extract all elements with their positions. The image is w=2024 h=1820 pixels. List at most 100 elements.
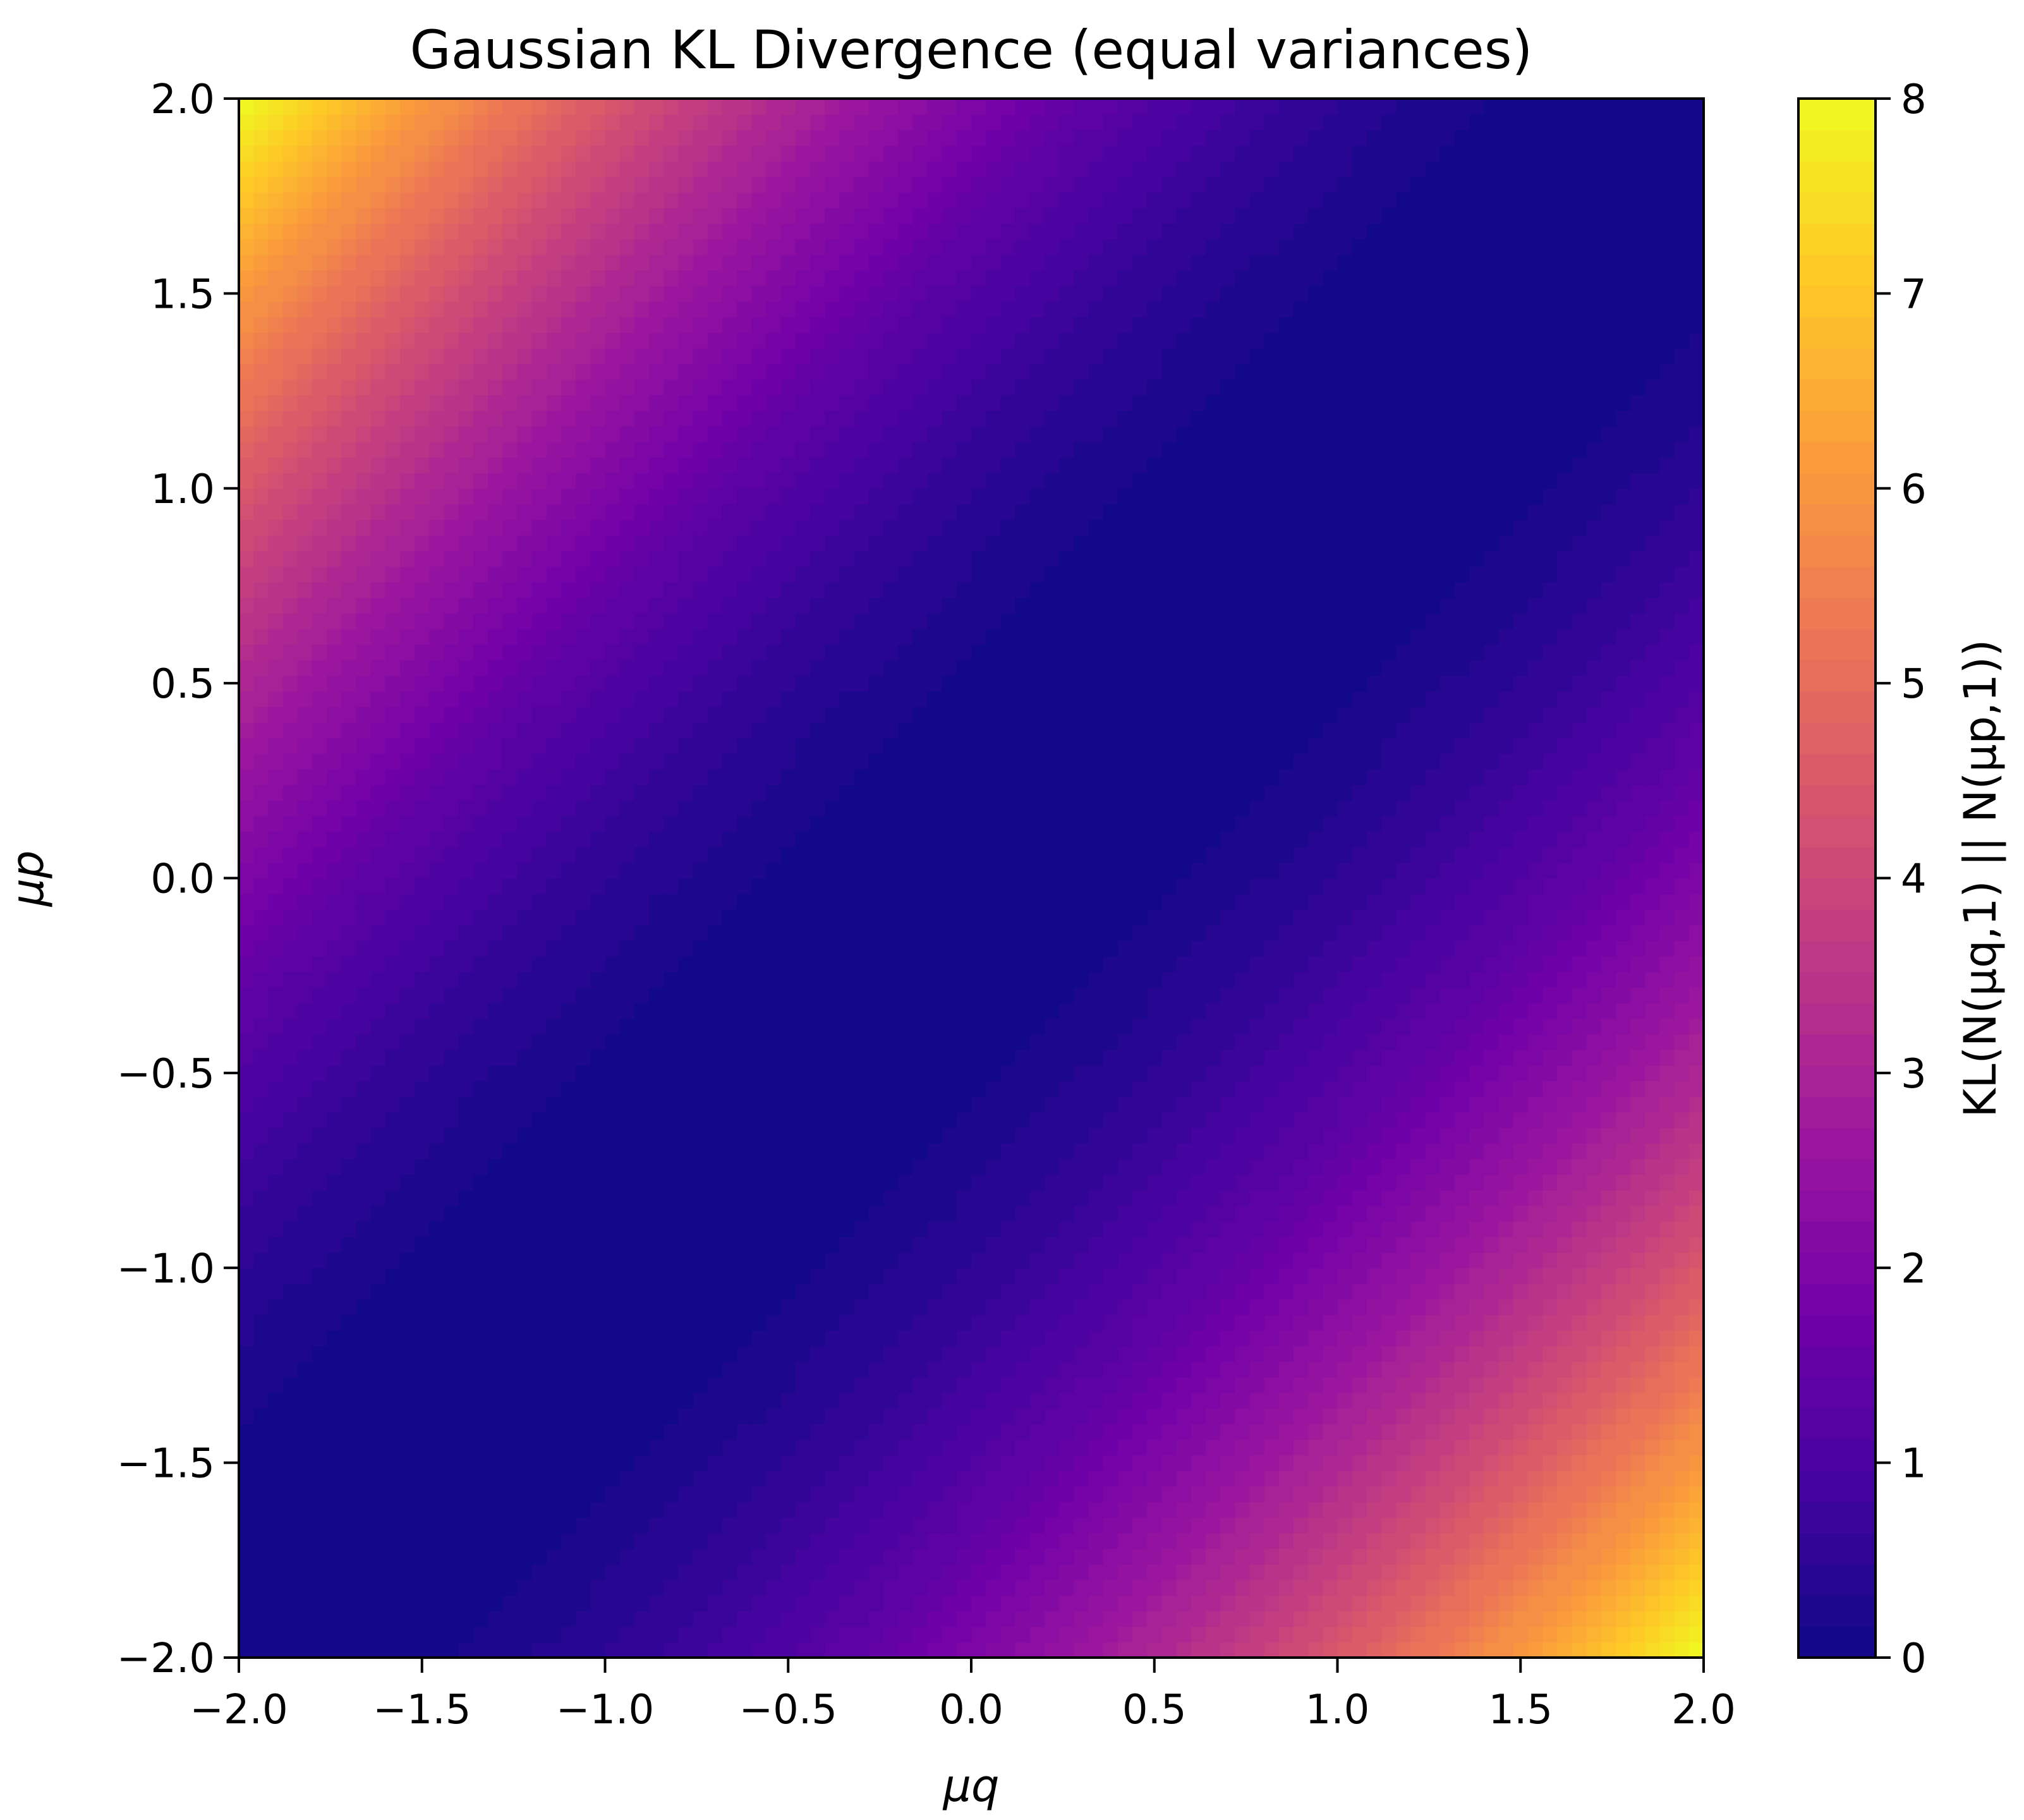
heatmap-cell	[1366, 1018, 1382, 1034]
heatmap-cell	[927, 971, 943, 988]
heatmap-cell	[678, 1330, 694, 1347]
heatmap-cell	[1454, 1018, 1470, 1034]
heatmap-cell	[458, 1330, 474, 1347]
heatmap-cell	[1088, 987, 1104, 1004]
heatmap-cell	[370, 1532, 386, 1550]
heatmap-cell	[912, 1112, 928, 1129]
heatmap-cell	[1645, 1221, 1661, 1237]
heatmap-cell	[1615, 1470, 1631, 1487]
heatmap-cell	[546, 1236, 562, 1253]
heatmap-cell	[458, 940, 474, 957]
heatmap-cell	[780, 971, 796, 988]
heatmap-cell	[1088, 1470, 1104, 1487]
heatmap-cell	[1615, 1330, 1631, 1347]
heatmap-cell	[619, 1221, 635, 1237]
heatmap-cell	[1103, 940, 1118, 957]
heatmap-cell	[1000, 1158, 1016, 1175]
heatmap-cell	[810, 1423, 825, 1440]
heatmap-cell	[898, 1610, 914, 1627]
heatmap-cell	[634, 1205, 650, 1222]
heatmap-cell	[839, 1548, 855, 1565]
heatmap-cell	[1088, 1081, 1104, 1097]
heatmap-cell	[634, 1236, 650, 1253]
heatmap-cell	[1000, 1486, 1016, 1503]
heatmap-cell	[1615, 878, 1631, 894]
heatmap-cell	[1323, 1314, 1338, 1331]
heatmap-cell	[1323, 1252, 1338, 1269]
heatmap-cell	[780, 1486, 796, 1503]
heatmap-cell	[327, 1018, 342, 1034]
heatmap-cell	[1044, 1579, 1060, 1596]
heatmap-cell	[576, 1579, 591, 1596]
heatmap-cell	[1674, 1143, 1690, 1160]
heatmap-cell	[341, 1127, 357, 1144]
heatmap-cell	[1103, 1361, 1118, 1378]
heatmap-cell	[473, 940, 488, 957]
heatmap-cell	[839, 1065, 855, 1082]
heatmap-cell	[795, 1283, 811, 1300]
heatmap-cell	[986, 1470, 1002, 1487]
heatmap-cell	[1352, 1205, 1367, 1222]
heatmap-cell	[327, 1065, 342, 1082]
heatmap-cell	[458, 1283, 474, 1300]
heatmap-cell	[488, 1065, 504, 1082]
heatmap-cell	[1601, 1189, 1616, 1206]
heatmap-cell	[1088, 894, 1104, 910]
heatmap-cell	[576, 1049, 591, 1066]
heatmap-cell	[678, 1376, 694, 1393]
heatmap-cell	[1396, 1002, 1412, 1019]
heatmap-cell	[1117, 1345, 1133, 1362]
heatmap-cell	[898, 1423, 914, 1440]
heatmap-cell	[429, 1221, 445, 1237]
heatmap-cell	[1044, 1018, 1060, 1034]
heatmap-cell	[1630, 1299, 1646, 1316]
heatmap-cell	[1513, 1002, 1529, 1019]
heatmap-cell	[1425, 878, 1441, 894]
heatmap-cell	[1557, 1034, 1573, 1050]
heatmap-cell	[795, 1236, 811, 1253]
heatmap-cell	[1615, 1112, 1631, 1129]
heatmap-cell	[1220, 1517, 1236, 1534]
heatmap-cell	[312, 1112, 327, 1129]
heatmap-cell	[942, 1034, 957, 1050]
heatmap-cell	[1615, 1268, 1631, 1284]
heatmap-cell	[1029, 1423, 1045, 1440]
heatmap-cell	[854, 1470, 870, 1487]
heatmap-cell	[1029, 1486, 1045, 1503]
heatmap-cell	[1352, 925, 1367, 941]
heatmap-cell	[1205, 1455, 1221, 1471]
heatmap-cell	[297, 1455, 313, 1471]
heatmap-cell	[1044, 1548, 1060, 1565]
heatmap-cell	[605, 1423, 621, 1440]
heatmap-cell	[956, 1065, 972, 1082]
heatmap-cell	[282, 1610, 298, 1627]
heatmap-cell	[986, 1502, 1002, 1518]
heatmap-cell	[1498, 1143, 1514, 1160]
heatmap-cell	[1249, 1610, 1265, 1627]
heatmap-cell	[1396, 925, 1412, 941]
heatmap-cell	[1366, 1096, 1382, 1113]
heatmap-cell	[1630, 1314, 1646, 1331]
heatmap-cell	[1425, 1376, 1441, 1393]
heatmap-cell	[1630, 1502, 1646, 1518]
heatmap-cell	[473, 1283, 488, 1300]
heatmap-cell	[1396, 1595, 1412, 1611]
heatmap-cell	[444, 987, 459, 1004]
heatmap-cell	[1103, 1174, 1118, 1191]
heatmap-cell	[1117, 925, 1133, 941]
heatmap-cell	[1161, 1189, 1177, 1206]
heatmap-cell	[502, 1579, 518, 1596]
heatmap-cell	[1469, 1330, 1485, 1347]
heatmap-cell	[429, 1034, 445, 1050]
heatmap-cell	[839, 1002, 855, 1019]
heatmap-cell	[356, 1455, 372, 1471]
heatmap-cell	[780, 1517, 796, 1534]
heatmap-cell	[1161, 1268, 1177, 1284]
heatmap-cell	[1352, 1486, 1367, 1503]
heatmap-cell	[444, 1252, 459, 1269]
heatmap-cell	[780, 909, 796, 926]
heatmap-cell	[810, 1470, 825, 1487]
heatmap-cell	[1469, 894, 1485, 910]
heatmap-cell	[1220, 971, 1236, 988]
heatmap-cell	[1630, 909, 1646, 926]
